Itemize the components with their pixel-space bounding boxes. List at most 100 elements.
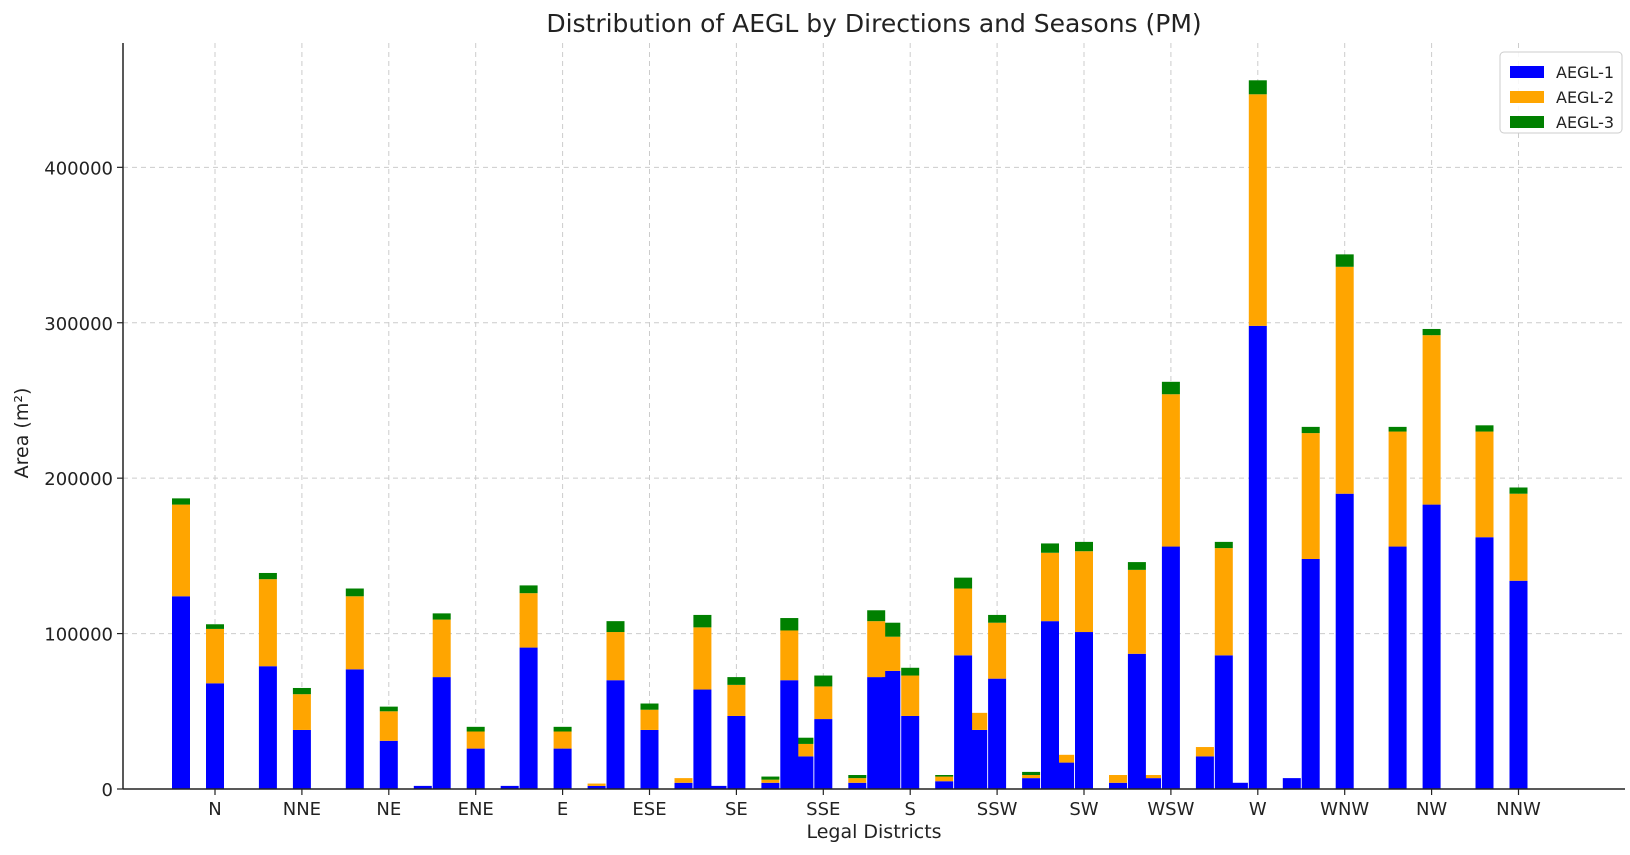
chart-title: Distribution of AEGL by Directions and S… xyxy=(546,9,1201,38)
bar-segment-aegl-2 xyxy=(640,709,659,730)
bar-segment-aegl-1 xyxy=(761,782,780,789)
bar-segment-aegl-3 xyxy=(954,577,973,589)
bar-segment-aegl-2 xyxy=(1388,431,1407,547)
bar-segment-aegl-3 xyxy=(1301,426,1320,434)
bar-segment-aegl-1 xyxy=(1422,504,1441,789)
bar-segment-aegl-2 xyxy=(693,627,712,690)
bar-segment-aegl-2 xyxy=(292,694,311,730)
bar-segment-aegl-2 xyxy=(848,778,867,783)
bar-segment-aegl-2 xyxy=(935,776,954,782)
bar-segment-aegl-3 xyxy=(1075,541,1093,552)
x-axis-label: Legal Districts xyxy=(806,821,941,843)
bar-segment-aegl-1 xyxy=(553,748,572,789)
bar-segment-aegl-2 xyxy=(901,675,920,716)
bar-segment-aegl-2 xyxy=(882,636,901,671)
bar-segment-aegl-1 xyxy=(1509,580,1528,789)
bar-segment-aegl-1 xyxy=(432,677,451,789)
bar-segment-aegl-3 xyxy=(867,610,886,622)
legend-label: AEGL-1 xyxy=(1556,63,1614,82)
bar-segment-aegl-1 xyxy=(693,689,712,789)
bar-segment-aegl-2 xyxy=(727,684,746,716)
bar-segment-aegl-2 xyxy=(1161,394,1180,547)
bar-segment-aegl-1 xyxy=(606,680,625,789)
legend-label: AEGL-2 xyxy=(1556,88,1614,107)
legend-swatch xyxy=(1510,116,1544,128)
bar-segment-aegl-1 xyxy=(708,785,727,789)
bar-segment-aegl-2 xyxy=(466,731,485,749)
bar-segment-aegl-3 xyxy=(693,614,712,628)
bar-segment-aegl-2 xyxy=(954,588,973,656)
bar-segment-aegl-2 xyxy=(1335,266,1354,494)
bar-segment-aegl-3 xyxy=(1335,254,1354,267)
x-tick-label: NE xyxy=(376,799,401,820)
bar-segment-aegl-1 xyxy=(1388,546,1407,789)
y-tick-label: 100000 xyxy=(44,625,113,646)
bar-segment-aegl-3 xyxy=(1022,771,1041,776)
bar-segment-aegl-1 xyxy=(292,729,311,789)
bar-segment-aegl-3 xyxy=(1475,425,1494,432)
bar-segment-aegl-2 xyxy=(1127,569,1146,654)
bar-segment-aegl-3 xyxy=(1041,543,1059,553)
bar-segment-aegl-1 xyxy=(795,756,814,789)
bar-segment-aegl-1 xyxy=(1335,493,1354,789)
bar-segment-aegl-2 xyxy=(867,621,886,678)
x-tick-label: S xyxy=(904,799,915,820)
x-tick-label: E xyxy=(557,799,568,820)
bar-segment-aegl-3 xyxy=(1127,562,1146,570)
x-tick-label: N xyxy=(208,799,221,820)
bar-segment-aegl-1 xyxy=(1282,778,1301,789)
bar-segment-aegl-2 xyxy=(379,711,398,741)
bar-segment-aegl-2 xyxy=(345,596,364,670)
bar-segment-aegl-3 xyxy=(206,624,224,629)
bar-segment-aegl-1 xyxy=(1195,756,1214,789)
bar-segment-aegl-1 xyxy=(379,740,398,789)
bar-segment-aegl-2 xyxy=(553,731,572,749)
bar-segment-aegl-1 xyxy=(969,729,988,789)
bar-segment-aegl-2 xyxy=(1301,433,1320,559)
bar-segment-aegl-3 xyxy=(606,621,625,633)
bar-segment-aegl-1 xyxy=(674,782,693,789)
bar-segment-aegl-1 xyxy=(1475,537,1494,789)
bar-segment-aegl-3 xyxy=(814,675,833,687)
legend-swatch xyxy=(1510,91,1544,103)
bar-segment-aegl-3 xyxy=(1214,541,1233,549)
bar-segment-aegl-2 xyxy=(795,743,814,757)
x-tick-label: NNW xyxy=(1496,799,1541,820)
bar-segment-aegl-1 xyxy=(587,785,606,789)
bar-segment-aegl-2 xyxy=(1248,94,1267,326)
bar-segment-aegl-1 xyxy=(935,781,954,789)
bar-segment-aegl-2 xyxy=(1022,775,1041,779)
bar-segment-aegl-2 xyxy=(1041,552,1059,622)
bar-segment-aegl-1 xyxy=(848,782,867,789)
bar-segment-aegl-3 xyxy=(553,726,572,732)
bar-segment-aegl-1 xyxy=(1301,558,1320,789)
x-tick-label: SW xyxy=(1069,799,1098,820)
bar-segment-aegl-1 xyxy=(882,670,901,789)
x-tick-label: SE xyxy=(725,799,748,820)
bar-segment-aegl-1 xyxy=(988,678,1007,789)
bar-segment-aegl-1 xyxy=(640,729,659,789)
bar-segment-aegl-1 xyxy=(413,785,432,789)
x-tick-label: SSW xyxy=(977,799,1018,820)
legend: AEGL-1 AEGL-2 AEGL-3 xyxy=(1499,51,1623,134)
bar-segment-aegl-1 xyxy=(1056,762,1075,789)
bar-segment-aegl-3 xyxy=(258,572,277,580)
bar-segment-aegl-2 xyxy=(606,632,625,681)
bar-segment-aegl-3 xyxy=(292,687,311,695)
bar-segment-aegl-1 xyxy=(1022,778,1041,789)
bar-segment-aegl-2 xyxy=(988,622,1007,679)
x-tick-label: NW xyxy=(1416,799,1447,820)
bar-segment-aegl-1 xyxy=(500,785,519,789)
bar-segment-aegl-3 xyxy=(1509,487,1528,494)
bar-segment-aegl-1 xyxy=(172,596,190,789)
bar-segment-aegl-2 xyxy=(1422,335,1441,505)
bar-segment-aegl-2 xyxy=(814,686,833,720)
bar-segment-aegl-3 xyxy=(848,775,867,779)
x-tick-label: W xyxy=(1249,799,1267,820)
bar-segment-aegl-2 xyxy=(258,579,277,667)
bars-layer xyxy=(172,80,1528,789)
bar-segment-aegl-2 xyxy=(519,593,538,648)
x-tick-label: ESE xyxy=(632,799,666,820)
